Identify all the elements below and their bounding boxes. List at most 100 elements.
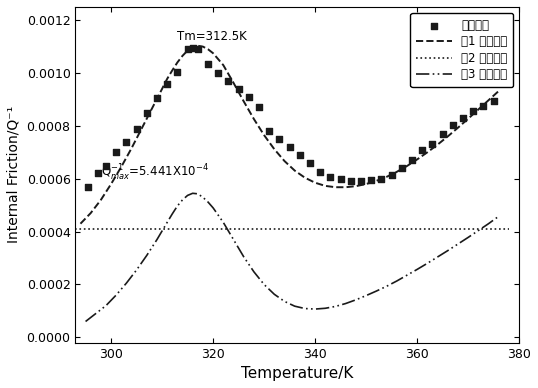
- 线1 拟合内耗: [220, 63, 226, 68]
- 线1 拟合内耗: [97, 197, 104, 202]
- 实测内耗: [204, 61, 213, 67]
- 线1 拟合内耗: [77, 222, 84, 226]
- 线3 实际内耗: [113, 293, 119, 297]
- 线3 实际内耗: [123, 281, 130, 286]
- 实测内耗: [336, 176, 345, 182]
- 线3 实际内耗: [312, 307, 318, 312]
- 线3 实际内耗: [261, 282, 267, 287]
- 实测内耗: [295, 152, 304, 158]
- Line: 线1 拟合内耗: 线1 拟合内耗: [81, 46, 499, 224]
- 实测内耗: [224, 78, 232, 84]
- 线1 拟合内耗: [88, 211, 94, 215]
- 线1 拟合内耗: [230, 80, 237, 85]
- 实测内耗: [153, 95, 161, 101]
- 线3 实际内耗: [414, 267, 420, 272]
- 线1 拟合内耗: [200, 44, 206, 49]
- Y-axis label: Internal Friction/Q⁻¹: Internal Friction/Q⁻¹: [7, 106, 21, 243]
- 线1 拟合内耗: [205, 47, 211, 52]
- Text: Q$_{max}^{-1}$=5.441X10$^{-4}$: Q$_{max}^{-1}$=5.441X10$^{-4}$: [101, 163, 209, 183]
- 线1 拟合内耗: [108, 182, 114, 186]
- 实测内耗: [112, 149, 121, 156]
- 线1 拟合内耗: [455, 125, 461, 130]
- 线3 实际内耗: [144, 253, 150, 258]
- 线1 拟合内耗: [179, 54, 186, 58]
- 线1 拟合内耗: [195, 43, 201, 48]
- 线3 实际内耗: [220, 220, 226, 225]
- Line: 线3 实际内耗: 线3 实际内耗: [86, 193, 499, 322]
- 实测内耗: [132, 125, 141, 132]
- 实测内耗: [214, 70, 223, 76]
- 实测内耗: [398, 165, 406, 171]
- 线3 实际内耗: [292, 304, 298, 308]
- 线3 实际内耗: [200, 195, 206, 199]
- 线3 实际内耗: [240, 255, 247, 259]
- 实测内耗: [357, 178, 365, 185]
- 线1 拟合内耗: [261, 133, 267, 137]
- 线3 实际内耗: [93, 311, 99, 316]
- 线3 实际内耗: [373, 289, 379, 293]
- 线1 拟合内耗: [138, 126, 145, 131]
- 线1 拟合内耗: [240, 99, 247, 104]
- Legend: 实测内耗, 线1 拟合内耗, 线2 背景内耗, 线3 实际内耗: 实测内耗, 线1 拟合内耗, 线2 背景内耗, 线3 实际内耗: [410, 13, 513, 87]
- 线3 实际内耗: [343, 301, 349, 306]
- 实测内耗: [367, 177, 376, 183]
- 线3 实际内耗: [174, 204, 181, 208]
- 线1 拟合内耗: [271, 147, 278, 151]
- 线3 实际内耗: [195, 192, 201, 196]
- 线3 实际内耗: [281, 299, 288, 304]
- 实测内耗: [143, 109, 151, 116]
- 实测内耗: [84, 184, 93, 190]
- 线1 拟合内耗: [353, 184, 359, 189]
- 线1 拟合内耗: [185, 48, 191, 53]
- 线1 拟合内耗: [312, 180, 318, 185]
- 线3 实际内耗: [133, 268, 140, 272]
- 实测内耗: [122, 139, 131, 145]
- 实测内耗: [377, 176, 386, 182]
- 实测内耗: [479, 103, 488, 109]
- 线1 拟合内耗: [444, 134, 451, 139]
- 线1 拟合内耗: [174, 60, 181, 65]
- 线1 拟合内耗: [322, 184, 329, 188]
- 线3 实际内耗: [393, 279, 400, 283]
- 线3 实际内耗: [322, 306, 329, 311]
- 线1 拟合内耗: [404, 164, 410, 168]
- 线3 实际内耗: [154, 237, 160, 242]
- 线3 实际内耗: [82, 319, 89, 324]
- 线1 拟合内耗: [373, 178, 379, 183]
- 线1 拟合内耗: [393, 170, 400, 174]
- 线1 拟合内耗: [465, 116, 471, 121]
- 线3 实际内耗: [363, 293, 369, 298]
- 实测内耗: [346, 178, 355, 184]
- 线3 实际内耗: [424, 261, 430, 266]
- Text: Tm=312.5K: Tm=312.5K: [178, 29, 247, 43]
- 实测内耗: [469, 108, 478, 114]
- 实测内耗: [418, 147, 427, 153]
- 线1 拟合内耗: [164, 76, 171, 81]
- 线3 实际内耗: [230, 237, 237, 242]
- 线3 实际内耗: [251, 270, 257, 274]
- 实测内耗: [285, 144, 294, 150]
- 实测内耗: [265, 128, 273, 134]
- 线3 实际内耗: [495, 214, 502, 218]
- 线1 拟合内耗: [169, 68, 175, 73]
- 实测内耗: [387, 171, 396, 178]
- 实测内耗: [306, 160, 314, 166]
- 线1 拟合内耗: [332, 185, 339, 190]
- 线1 拟合内耗: [159, 87, 165, 91]
- 实测内耗: [234, 86, 243, 92]
- 实测内耗: [428, 141, 437, 147]
- 线3 实际内耗: [383, 284, 390, 289]
- 实测内耗: [326, 174, 335, 180]
- 线3 实际内耗: [164, 220, 171, 225]
- 线3 实际内耗: [271, 292, 278, 296]
- 线3 实际内耗: [404, 273, 410, 277]
- 线3 实际内耗: [185, 193, 191, 198]
- 线3 实际内耗: [485, 222, 492, 226]
- 实测内耗: [163, 80, 172, 87]
- 线3 实际内耗: [475, 228, 482, 233]
- 实测内耗: [94, 170, 103, 177]
- 实测内耗: [254, 104, 263, 111]
- 线3 实际内耗: [455, 242, 461, 246]
- 线1 拟合内耗: [281, 159, 288, 163]
- 线3 实际内耗: [189, 191, 196, 196]
